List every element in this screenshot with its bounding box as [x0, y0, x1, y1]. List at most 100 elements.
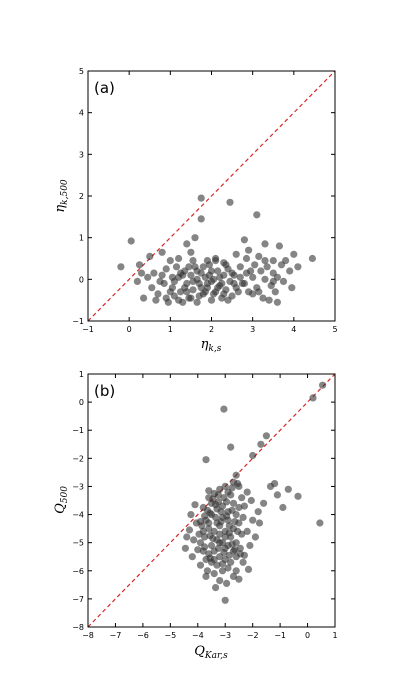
panel-b-xtick-label: −1	[274, 631, 286, 640]
panel-b-ytick-label: −7	[72, 595, 84, 604]
panel-a-point	[144, 273, 152, 281]
panel-b-point	[257, 440, 265, 448]
panel-b-point	[194, 546, 202, 554]
panel-b-point	[191, 501, 199, 509]
panel-a-ytick-label: −1	[72, 317, 84, 326]
panel-b-point	[212, 584, 220, 592]
panel-b-ytick-label: −3	[72, 482, 84, 491]
panel-b-point	[223, 579, 231, 588]
panel-b-point	[221, 544, 229, 552]
panel-b-point	[225, 551, 233, 559]
panel-a-point	[212, 257, 220, 265]
panel-b-point	[239, 513, 247, 522]
panel-b-xtick-label: −7	[110, 631, 122, 640]
panel-a-point	[245, 246, 253, 254]
panel-b-xtick-label: −8	[82, 631, 94, 640]
panel-a-point	[127, 237, 135, 245]
panel-b-point	[206, 509, 214, 517]
panel-a-point	[183, 240, 191, 248]
panel-a-diagonal	[87, 70, 336, 322]
panel-a-point	[133, 277, 141, 285]
panel-b-point	[255, 519, 264, 527]
panel-b-point	[210, 570, 218, 578]
panel-b-ytick-label: 1	[79, 370, 84, 379]
panel-a-point	[117, 263, 125, 271]
panel-a-point	[207, 277, 216, 285]
panel-b-ytick-label: −6	[72, 567, 84, 576]
panel-a-point	[175, 296, 183, 304]
panel-a-point	[214, 284, 222, 292]
panel-b-point	[262, 432, 270, 440]
panel-b-xtick-label: −2	[247, 631, 259, 640]
panel-a: (a) −1 0 1 2 3 4 5 −1 0 1 2 3 4 5 ηk,s ηk,500	[53, 67, 338, 354]
panel-a-xtick-label: 4	[291, 325, 296, 334]
panel-b-point	[199, 503, 207, 512]
panel-a-point	[228, 269, 236, 277]
panel-b-point	[266, 482, 275, 490]
panel-b-point	[273, 491, 281, 499]
panel-b-point	[205, 494, 213, 502]
panel-a-point	[255, 252, 263, 260]
panel-b-point	[240, 502, 248, 510]
panel-b-point	[235, 503, 243, 512]
panel-a-xlabel: ηk,s	[201, 337, 222, 354]
panel-a-point	[247, 267, 255, 275]
panel-a-point	[255, 288, 263, 296]
panel-b-point	[218, 567, 227, 575]
panel-a-point	[135, 261, 144, 269]
panel-b-point	[231, 546, 239, 554]
panel-a-point	[193, 267, 201, 275]
panel-b-ytick-label: −4	[72, 511, 84, 520]
panel-a-point	[220, 290, 228, 298]
panel-a-point	[210, 290, 218, 298]
panel-b-point	[203, 567, 211, 575]
panel-b-point	[218, 560, 227, 568]
panel-b-ytick-label: −1	[72, 426, 84, 435]
panel-a-xtick-label: 3	[250, 325, 255, 334]
panel-b-xtick-label: −3	[219, 631, 231, 640]
panel-b-point	[249, 516, 257, 524]
panel-b-point	[236, 544, 244, 552]
panel-b-point	[202, 572, 210, 581]
panel-a-point	[234, 288, 242, 296]
panel-b-point	[246, 541, 254, 550]
panel-a-point	[251, 261, 259, 269]
panel-a-point	[290, 250, 298, 258]
panel-a-ylabel: ηk,500	[53, 179, 70, 213]
panel-b-label: (b)	[94, 382, 115, 400]
panel-a-point	[259, 294, 267, 302]
panel-a-point	[197, 284, 205, 292]
panel-b-point	[214, 544, 222, 552]
panel-b-ytick-label: −5	[72, 539, 84, 548]
panel-a-point	[158, 248, 166, 256]
panel-b-point	[212, 501, 220, 509]
panel-b-point	[227, 558, 235, 566]
panel-a-point	[216, 273, 224, 281]
panel-b-point	[227, 443, 235, 451]
panel-a-point	[261, 240, 269, 248]
panel-b-point	[216, 539, 224, 547]
panel-b-point	[201, 543, 209, 551]
panel-b-point	[223, 512, 231, 520]
panel-a-point	[226, 198, 234, 206]
panel-b-point	[216, 577, 224, 585]
panel-a-point	[166, 257, 174, 265]
panel-b-ytick-label: 0	[79, 398, 84, 407]
panel-a-point	[269, 257, 277, 265]
panel-a-point	[195, 292, 203, 300]
panel-b-point	[319, 381, 327, 389]
panel-a-point	[240, 236, 248, 244]
panel-b-point	[216, 530, 224, 538]
panel-a-point	[166, 288, 174, 296]
panel-a-point	[205, 261, 213, 269]
panel-a-point	[189, 257, 197, 265]
panel-a-point	[189, 277, 197, 285]
panel-b-point	[190, 536, 198, 544]
panel-b-point	[220, 494, 228, 502]
panel-a-point	[162, 265, 170, 273]
panel-a-point	[175, 254, 183, 263]
panel-a-point	[240, 279, 248, 288]
panel-a-point	[172, 263, 181, 271]
panel-b-point	[214, 491, 222, 499]
